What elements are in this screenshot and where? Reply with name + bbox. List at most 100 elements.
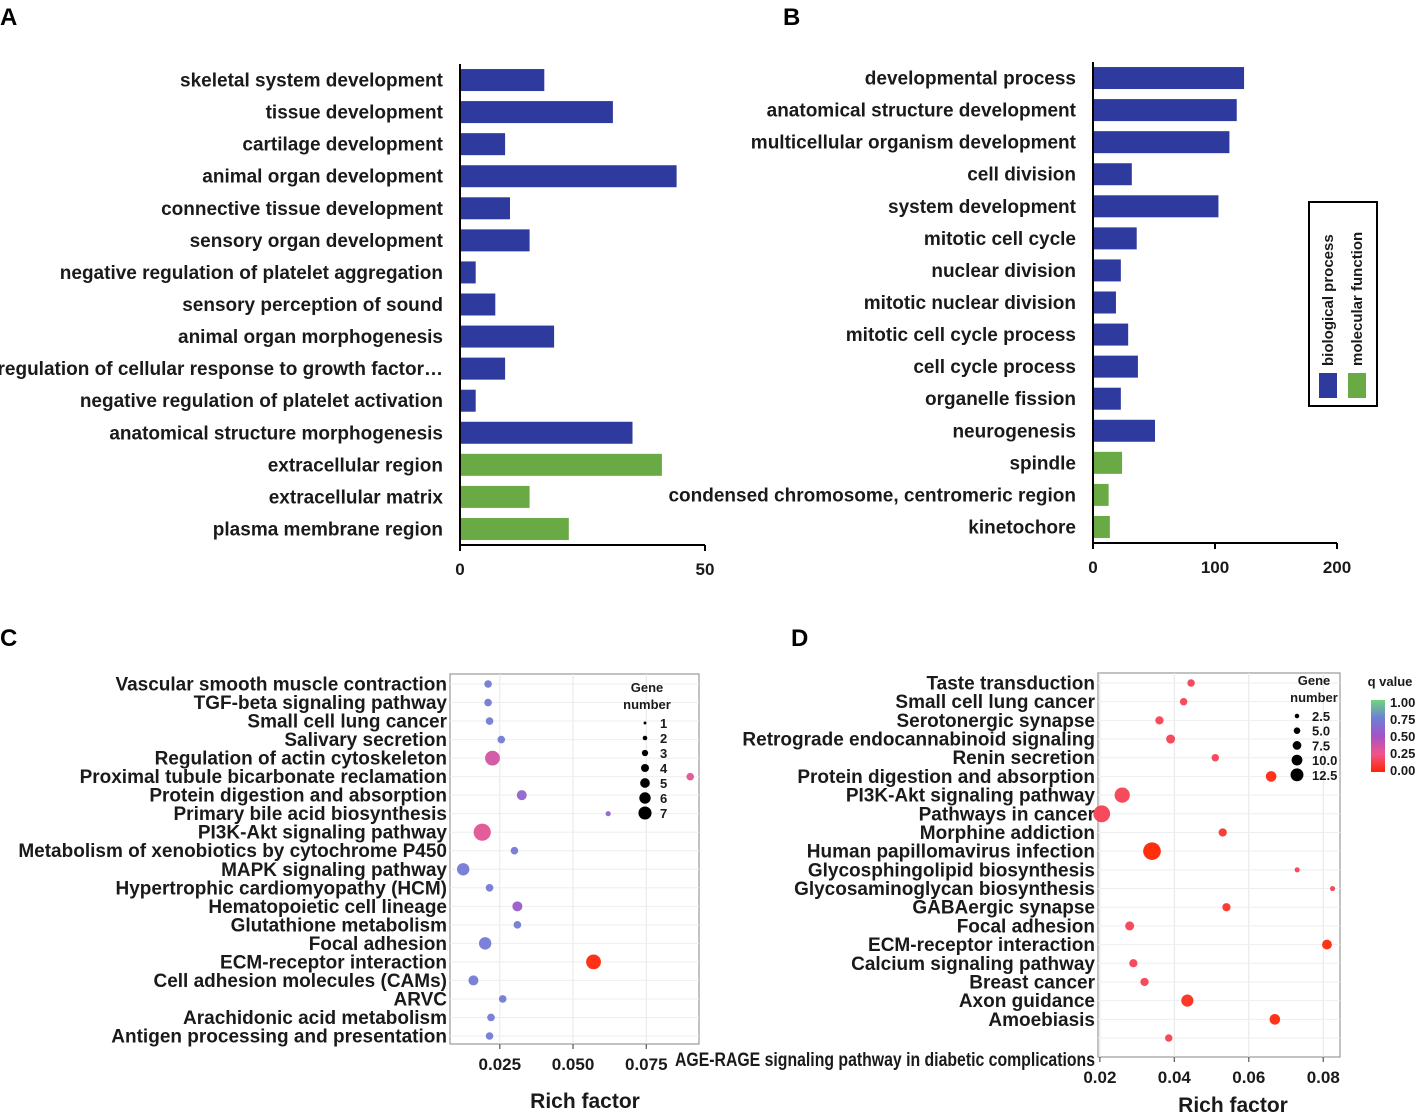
x-axis-title-c: Rich factor: [530, 1090, 640, 1113]
x-tick-label-c: 0.075: [625, 1055, 668, 1074]
category-label-b: cell cycle process: [913, 357, 1076, 378]
dot-c: [473, 823, 491, 841]
category-label-a: sensory perception of sound: [182, 295, 443, 316]
category-label-d: Small cell lung cancer: [895, 692, 1095, 713]
colorbar-gradient-d: [1371, 700, 1385, 772]
category-label-d: Human papillomavirus infection: [807, 842, 1095, 863]
category-label-a: connective tissue development: [161, 199, 444, 220]
dot-c: [498, 995, 507, 1003]
x-tick-label-b: 200: [1323, 558, 1351, 577]
category-label-c: ECM-receptor interaction: [220, 952, 447, 973]
category-label-d: Protein digestion and absorption: [797, 767, 1095, 788]
category-label-d: ECM-receptor interaction: [868, 935, 1095, 956]
dot-d: [1093, 805, 1111, 823]
size-legend-dot-c: [641, 749, 649, 757]
size-legend-dot-d: [1291, 754, 1303, 766]
bar-a: [461, 325, 555, 348]
category-label-c: ARVC: [394, 989, 448, 1010]
legend-swatch-molecular-function: [1348, 373, 1366, 398]
category-label-a: tissue development: [266, 103, 444, 124]
category-label-b: neurogenesis: [952, 421, 1076, 442]
dot-c: [478, 937, 492, 950]
bar-a: [461, 261, 476, 284]
x-axis-title-d: Rich factor: [1178, 1094, 1288, 1114]
bar-b: [1094, 259, 1121, 282]
size-legend-title-c-line1: Gene: [631, 680, 664, 695]
dot-c: [516, 790, 527, 801]
category-label-b: spindle: [1009, 453, 1076, 474]
category-label-a: plasma membrane region: [213, 519, 443, 540]
category-label-a: anatomical structure morphogenesis: [109, 423, 443, 444]
dot-c: [485, 1032, 494, 1040]
bar-a: [461, 133, 506, 156]
bar-b: [1094, 515, 1110, 538]
category-label-b: cell division: [967, 165, 1076, 186]
category-label-d: Focal adhesion: [957, 916, 1095, 937]
bar-b: [1094, 131, 1230, 154]
dot-d: [1179, 697, 1188, 706]
size-legend-label-c: 6: [660, 791, 667, 806]
category-label-b: mitotic nuclear division: [864, 293, 1076, 314]
category-label-c: Hematopoietic cell lineage: [208, 897, 447, 918]
category-label-c: Focal adhesion: [309, 934, 447, 955]
dot-d: [1329, 885, 1336, 892]
size-legend-dot-c: [642, 735, 648, 741]
dot-d: [1218, 828, 1227, 837]
size-legend-dot-d: [1294, 713, 1300, 719]
bar-b: [1094, 99, 1237, 122]
panel-label-d: D: [791, 625, 808, 652]
size-legend-label-c: 1: [660, 716, 667, 731]
category-label-c: Salivary secretion: [284, 730, 447, 751]
legend-label-biological-process: biological process: [1320, 234, 1337, 366]
category-label-d: Glycosphingolipid biosynthesis: [808, 860, 1095, 881]
category-label-d: Retrograde endocannabinoid signaling: [742, 730, 1095, 751]
category-label-a: sensory organ development: [190, 231, 444, 252]
dot-d: [1211, 753, 1220, 762]
category-label-d: Morphine addiction: [920, 823, 1095, 844]
dot-c: [485, 717, 494, 725]
bar-a: [461, 293, 496, 316]
panel-label-a: A: [0, 4, 17, 31]
size-legend-label-d: 5.0: [1312, 724, 1330, 739]
x-tick-label-b: 0: [1088, 558, 1097, 577]
bar-b: [1094, 227, 1137, 250]
size-legend-dot-c: [639, 792, 651, 804]
category-label-b: organelle fission: [925, 389, 1076, 410]
size-legend-label-c: 7: [660, 806, 667, 821]
category-label-a: animal organ development: [202, 167, 443, 188]
category-label-d: Pathways in cancer: [919, 804, 1096, 825]
dot-c: [485, 750, 500, 766]
panel-label-b: B: [783, 4, 800, 31]
dot-c: [468, 975, 479, 986]
plot-frame-d: [1097, 672, 1341, 1058]
size-legend-title-d-line2: number: [1290, 690, 1338, 705]
dot-plot-c: Vascular smooth muscle contractionTGF-be…: [18, 673, 700, 1113]
size-legend-d: Gene number 2.55.07.510.012.5: [1290, 673, 1338, 783]
category-label-a: extracellular matrix: [269, 487, 444, 508]
category-label-b: kinetochore: [968, 517, 1076, 538]
size-legend-title-d-line1: Gene: [1298, 673, 1331, 688]
category-label-c: TGF-beta signaling pathway: [194, 693, 448, 714]
dot-d: [1265, 771, 1277, 782]
size-legend-dot-d: [1293, 727, 1301, 734]
size-legend-label-d: 2.5: [1312, 709, 1330, 724]
category-label-d: Calcium signaling pathway: [851, 954, 1095, 975]
category-label-b: mitotic cell cycle process: [846, 325, 1076, 346]
dot-d: [1187, 679, 1195, 687]
dot-d: [1222, 903, 1231, 912]
category-label-c: Hypertrophic cardiomyopathy (HCM): [116, 878, 447, 899]
category-label-c: Antigen processing and presentation: [111, 1027, 447, 1048]
bar-b: [1094, 451, 1123, 474]
category-label-b: anatomical structure development: [767, 101, 1077, 122]
category-label-d: Breast cancer: [969, 972, 1095, 993]
colorbar-title-d: q value: [1368, 674, 1413, 689]
category-label-d: Serotonergic synapse: [896, 711, 1095, 732]
panel-label-c: C: [0, 625, 17, 652]
dot-c: [586, 954, 601, 970]
size-legend-label-c: 3: [660, 746, 667, 761]
size-legend-dot-d: [1292, 741, 1302, 750]
colorbar-d: q value 1.00 0.75 0.50 0.25 0.00: [1368, 674, 1416, 778]
category-label-d: Amoebiasis: [988, 1010, 1095, 1031]
bar-a: [461, 517, 569, 540]
